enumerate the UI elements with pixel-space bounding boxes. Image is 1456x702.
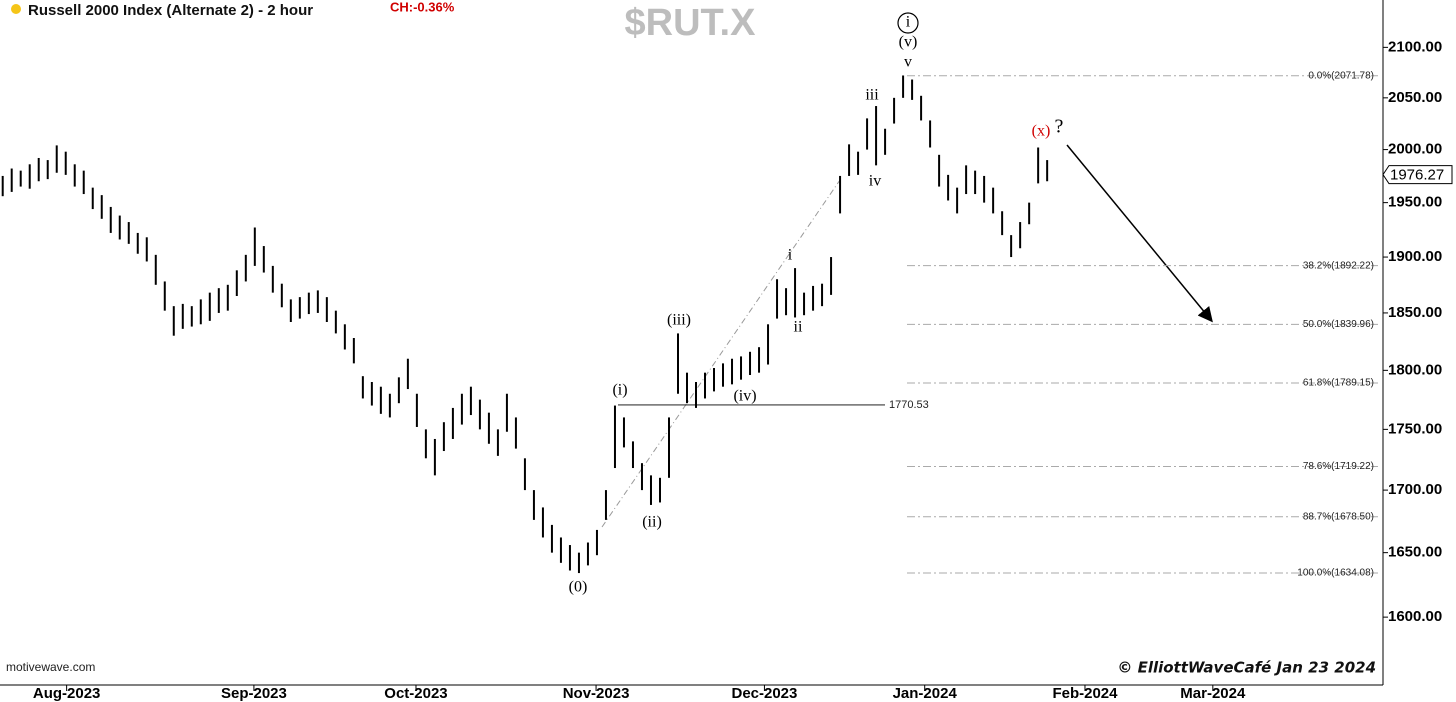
y-tick-label: 1850.00 <box>1388 304 1442 321</box>
fib-label: 50.0%(1839.96) <box>1303 319 1374 330</box>
y-tick-label: 1950.00 <box>1388 194 1442 211</box>
x-tick-label: Sep-2023 <box>221 685 287 702</box>
x-tick-label: Feb-2024 <box>1052 685 1118 702</box>
y-tick-label: 2050.00 <box>1388 89 1442 106</box>
y-tick-label: 1750.00 <box>1388 420 1442 437</box>
wave-label: i <box>906 14 911 31</box>
y-tick-label: 1650.00 <box>1388 544 1442 561</box>
y-tick-label: 1600.00 <box>1388 608 1442 625</box>
y-tick-label: 1800.00 <box>1388 361 1442 378</box>
credit: © ElliottWaveCafé Jan 23 2024 <box>1117 659 1376 677</box>
price-tag-label: 1976.27 <box>1390 167 1444 184</box>
x-tick-label: Jan-2024 <box>893 685 958 702</box>
y-tick-label: 1900.00 <box>1388 248 1442 265</box>
projection-arrow <box>1066 144 1213 323</box>
y-tick-label: 2100.00 <box>1388 38 1442 55</box>
fib-label: 78.6%(1719.22) <box>1303 461 1374 472</box>
wave-label: (i) <box>612 382 627 399</box>
x-tick-label: Dec-2023 <box>731 685 797 702</box>
wave-label: iii <box>865 87 879 104</box>
wave-label: ii <box>794 319 803 336</box>
wave-label: (x) <box>1032 123 1051 140</box>
fib-label: 38.2%(1892.22) <box>1303 260 1374 271</box>
y-tick-label: 1700.00 <box>1388 481 1442 498</box>
wave-label: (iii) <box>667 312 691 329</box>
symbol-watermark: $RUT.X <box>625 2 757 44</box>
x-tick-label: Aug-2023 <box>33 685 101 702</box>
x-tick-label: Mar-2024 <box>1180 685 1246 702</box>
fib-label: 100.0%(1634.08) <box>1297 568 1374 579</box>
fib-label: 61.8%(1789.15) <box>1303 378 1374 389</box>
wave-label: (iv) <box>733 388 756 405</box>
wave-circle <box>897 12 919 34</box>
wave-label: (0) <box>569 579 588 596</box>
wave-label: i <box>788 247 793 264</box>
y-tick-label: 2000.00 <box>1388 141 1442 158</box>
wave-label: v <box>904 54 912 71</box>
wave-label: iv <box>869 173 881 190</box>
level-label: 1770.53 <box>889 399 929 411</box>
x-tick-label: Oct-2023 <box>384 685 447 702</box>
chart-title: Russell 2000 Index (Alternate 2) - 2 hou… <box>28 2 313 19</box>
wave-label: ? <box>1055 116 1064 138</box>
wave-label: (v) <box>899 34 918 51</box>
x-tick-label: Nov-2023 <box>563 685 630 702</box>
fib-label: 0.0%(2071.78) <box>1308 70 1374 81</box>
source: motivewave.com <box>6 660 95 674</box>
price-tag <box>1382 165 1453 185</box>
change: CH:-0.36% <box>390 0 455 14</box>
status-dot <box>11 4 21 14</box>
wave-label: (ii) <box>642 514 662 531</box>
fib-label: 88.7%(1678.50) <box>1303 511 1374 522</box>
